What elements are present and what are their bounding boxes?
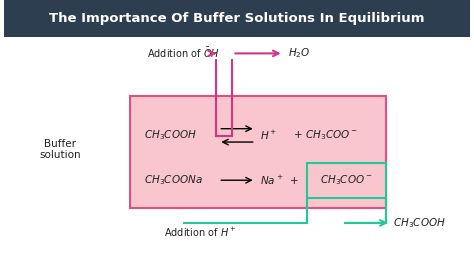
- Text: $CH_3COOH$: $CH_3COOH$: [144, 128, 197, 142]
- Text: $CH_3COO^-$: $CH_3COO^-$: [320, 173, 373, 187]
- Text: $Na^+\ +$: $Na^+\ +$: [260, 174, 299, 187]
- Text: $H^+$: $H^+$: [260, 129, 278, 142]
- FancyBboxPatch shape: [130, 96, 386, 208]
- FancyBboxPatch shape: [307, 163, 386, 198]
- Text: $+\ CH_3COO^-$: $+\ CH_3COO^-$: [293, 128, 358, 142]
- Text: Addition of $H^+$: Addition of $H^+$: [164, 226, 236, 239]
- Text: The Importance Of Buffer Solutions In Equilibrium: The Importance Of Buffer Solutions In Eq…: [49, 12, 425, 25]
- Text: Addition of $\bar{O}H$: Addition of $\bar{O}H$: [147, 46, 220, 60]
- Text: Buffer
solution: Buffer solution: [39, 139, 81, 160]
- FancyBboxPatch shape: [4, 0, 470, 37]
- Text: $CH_3COOH$: $CH_3COOH$: [393, 216, 446, 230]
- Text: $CH_3COONa$: $CH_3COONa$: [144, 173, 203, 187]
- Text: $H_2O$: $H_2O$: [288, 46, 311, 60]
